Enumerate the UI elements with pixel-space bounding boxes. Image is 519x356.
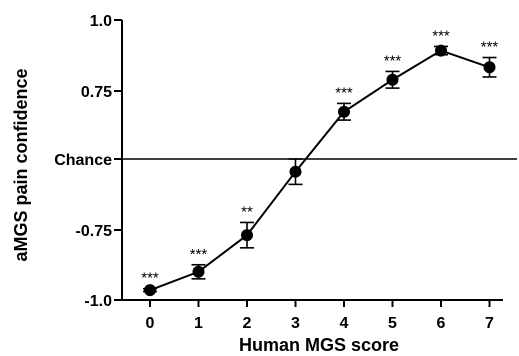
x-tick-label: 4 bbox=[340, 315, 349, 332]
x-axis-label: Human MGS score bbox=[239, 335, 399, 355]
data-point bbox=[386, 73, 399, 86]
x-tick-label: 0 bbox=[146, 315, 155, 332]
data-point bbox=[435, 44, 447, 57]
series-line bbox=[149, 49, 490, 292]
significance-label: *** bbox=[141, 270, 159, 287]
significance-label: *** bbox=[335, 84, 353, 101]
data-point bbox=[483, 61, 496, 74]
significance-label: *** bbox=[190, 246, 208, 263]
significance-label: *** bbox=[432, 27, 450, 44]
data-point bbox=[144, 284, 156, 297]
data-point bbox=[241, 229, 253, 242]
x-tick-label: 2 bbox=[243, 315, 252, 332]
x-tick-label: 1 bbox=[194, 315, 203, 332]
data-point bbox=[338, 105, 350, 118]
y-tick-label: Chance bbox=[54, 152, 112, 169]
y-axis-label: aMGS pain confidence bbox=[11, 68, 31, 261]
x-tick-label: 6 bbox=[437, 315, 446, 332]
data-point bbox=[289, 165, 302, 178]
significance-label: *** bbox=[481, 39, 499, 56]
x-tick-label: 3 bbox=[291, 315, 300, 332]
y-tick-label: 0.75 bbox=[81, 84, 112, 101]
data-point bbox=[192, 265, 205, 278]
y-tick-label: 1.0 bbox=[90, 13, 112, 30]
significance-label: ** bbox=[241, 203, 253, 220]
significance-label: *** bbox=[384, 52, 402, 69]
x-tick-label: 7 bbox=[485, 315, 494, 332]
y-tick-label: -1.0 bbox=[84, 293, 112, 310]
x-tick-label: 5 bbox=[388, 315, 397, 332]
y-tick-label: -0.75 bbox=[76, 223, 113, 240]
